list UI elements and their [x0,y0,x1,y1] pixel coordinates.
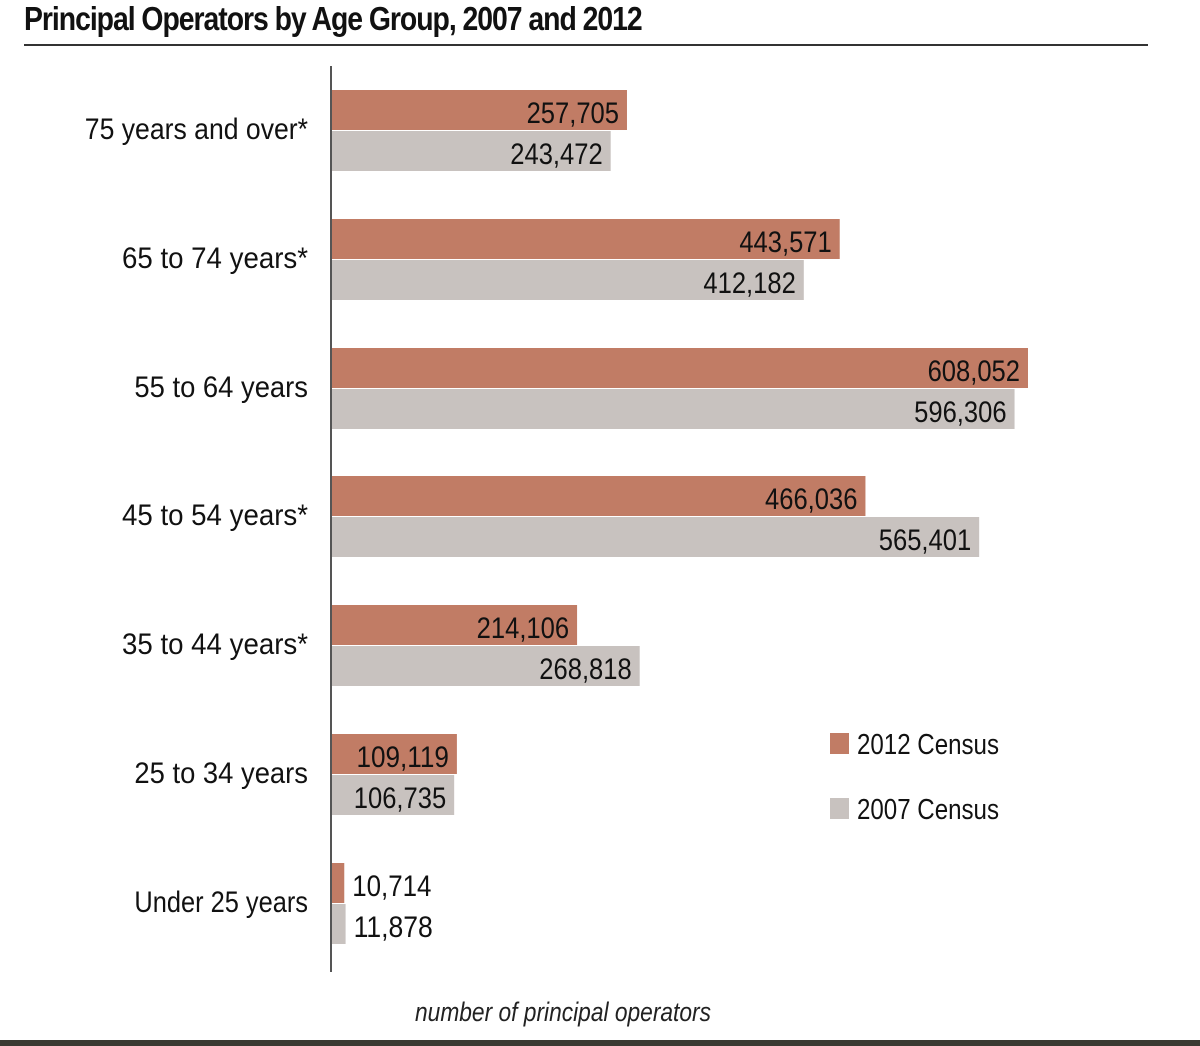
legend-swatch-2012 [830,733,849,754]
legend-label-2012: 2012 Census [857,729,999,761]
category-label-45-to-54-years: 45 to 54 years* [122,499,308,532]
category-label-75-years-and-over: 75 years and over* [85,113,308,146]
value-labels-layer: 257,705 243,472 443,571 412,182 608,052 596,3… [352,97,1020,944]
bar-2012-25-to-34-years [332,734,457,774]
category-labels-layer: 75 years and over* 65 to 74 years* 55 to 6… [85,113,308,919]
value-label-2007-75-years-and-over: 243,472 [510,138,602,171]
value-label-2012-45-to-54-years: 466,036 [765,483,857,516]
value-label-2012-75-years-and-over: 257,705 [527,97,619,130]
category-label-under-25-years: Under 25 years [134,886,308,919]
value-label-2012-35-to-44-years: 214,106 [477,612,569,645]
bar-2007-under-25-years [332,904,346,944]
category-label-65-to-74-years: 65 to 74 years* [122,242,308,275]
value-label-2007-55-to-64-years: 596,306 [914,396,1006,429]
value-label-2012-55-to-64-years: 608,052 [928,355,1020,388]
bar-2012-45-to-54-years [332,476,866,516]
value-label-2007-35-to-44-years: 268,818 [539,653,631,686]
value-label-2007-25-to-34-years: 106,735 [354,782,446,815]
bar-2007-55-to-64-years [332,389,1015,429]
bars-layer [332,90,1028,944]
title-rule [24,44,1148,46]
chart-title: Principal Operators by Age Group, 2007 a… [24,0,643,37]
bar-2012-35-to-44-years [332,605,578,645]
bar-2007-35-to-44-years [332,646,640,686]
bar-2012-75-years-and-over [332,90,627,130]
category-label-55-to-64-years: 55 to 64 years [134,371,308,404]
bar-2012-under-25-years [332,863,345,903]
value-label-2012-under-25-years: 10,714 [352,870,431,903]
bar-2007-75-years-and-over [332,131,611,171]
legend-label-2007: 2007 Census [857,794,999,826]
category-label-35-to-44-years: 35 to 44 years* [122,628,308,661]
legend: 2012 Census 2007 Census [830,729,999,826]
category-label-25-to-34-years: 25 to 34 years [134,757,308,790]
value-label-2012-65-to-74-years: 443,571 [739,226,831,259]
x-axis-label: number of principal operators [415,997,711,1027]
value-label-2007-65-to-74-years: 412,182 [703,267,795,300]
value-label-2007-under-25-years: 11,878 [354,911,433,944]
bar-2007-45-to-54-years [332,517,980,557]
bar-2012-65-to-74-years [332,219,840,259]
legend-swatch-2007 [830,798,849,819]
value-label-2012-25-to-34-years: 109,119 [357,741,449,774]
value-label-2007-45-to-54-years: 565,401 [879,524,971,557]
bar-2007-25-to-34-years [332,775,455,815]
bottom-border-strip [0,1040,1200,1046]
bar-2012-55-to-64-years [332,348,1028,388]
bar-2007-65-to-74-years [332,260,804,300]
